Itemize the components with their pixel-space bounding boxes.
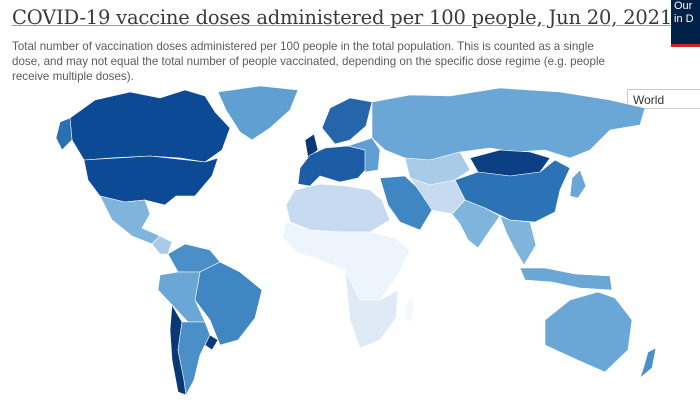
- greenland: [217, 85, 299, 141]
- uk: [304, 133, 319, 159]
- west-central-africa: [281, 221, 411, 301]
- logo-text: Our: [674, 0, 693, 12]
- canada: [69, 89, 231, 163]
- chart-subtitle: Total number of vaccination doses admini…: [12, 40, 605, 83]
- logo[interactable]: Our in D: [671, 0, 700, 47]
- central-america: [151, 235, 173, 255]
- brazil: [194, 261, 263, 346]
- north-africa: [285, 183, 391, 233]
- uruguay: [204, 334, 219, 351]
- scandinavia: [321, 97, 373, 145]
- mexico: [99, 195, 161, 245]
- western-europe: [297, 145, 371, 187]
- logo-text: in D: [674, 13, 694, 25]
- new-zealand: [639, 347, 657, 379]
- alaska: [55, 117, 73, 151]
- southern-africa: [344, 269, 399, 349]
- chart-title: COVID-19 vaccine doses administered per …: [12, 6, 673, 29]
- region-select[interactable]: World: [627, 89, 700, 109]
- indonesia: [519, 267, 613, 291]
- australia: [544, 291, 633, 373]
- madagascar: [403, 295, 415, 323]
- southeast-asia: [499, 215, 537, 266]
- japan-korea: [569, 169, 587, 199]
- russia: [371, 87, 646, 161]
- india: [451, 199, 501, 249]
- world-map: [55, 85, 657, 396]
- argentina: [177, 321, 211, 396]
